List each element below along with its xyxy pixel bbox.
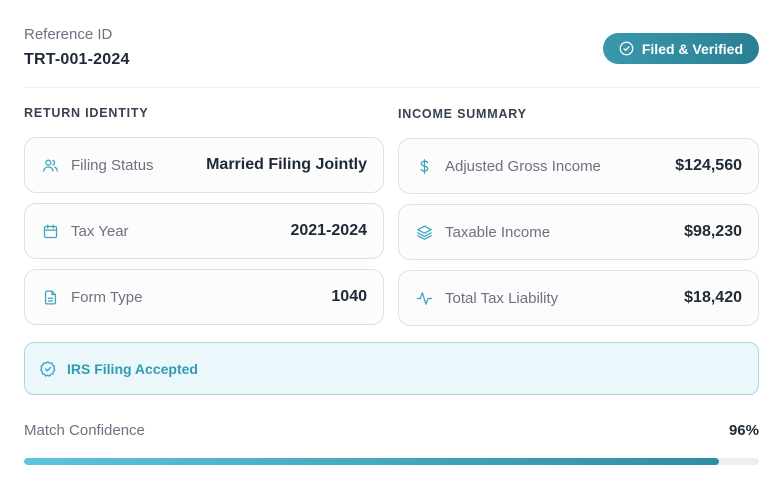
layers-icon bbox=[415, 223, 433, 241]
taxable-income-card: Taxable Income $98,230 bbox=[398, 204, 759, 260]
section-title-return-identity: RETURN IDENTITY bbox=[24, 106, 149, 120]
form-type-value: 1040 bbox=[331, 288, 367, 305]
dollar-icon bbox=[415, 157, 433, 175]
form-type-card: Form Type 1040 bbox=[24, 269, 384, 325]
header-divider bbox=[24, 87, 759, 88]
reference-id-value: TRT-001-2024 bbox=[24, 51, 130, 68]
filing-status-label: Filing Status bbox=[71, 156, 154, 174]
tax-liability-value: $18,420 bbox=[684, 289, 742, 306]
tax-year-label: Tax Year bbox=[71, 222, 129, 240]
calendar-icon bbox=[41, 222, 59, 240]
document-icon bbox=[41, 288, 59, 306]
taxable-income-label: Taxable Income bbox=[445, 223, 551, 241]
tax-year-value: 2021-2024 bbox=[290, 222, 367, 239]
agi-value: $124,560 bbox=[675, 157, 742, 174]
reference-id-label: Reference ID bbox=[24, 26, 113, 43]
tax-liability-card: Total Tax Liability $18,420 bbox=[398, 270, 759, 326]
confidence-progress-fill bbox=[24, 458, 720, 465]
status-badge-label: Filed & Verified bbox=[641, 40, 743, 57]
tax-year-card: Tax Year 2021-2024 bbox=[24, 203, 384, 259]
activity-icon bbox=[415, 289, 433, 307]
match-confidence-value: 96% bbox=[728, 422, 759, 439]
status-badge: Filed & Verified bbox=[602, 33, 759, 64]
taxable-income-value: $98,230 bbox=[684, 223, 742, 240]
irs-status-banner: IRS Filing Accepted bbox=[24, 342, 759, 395]
users-icon bbox=[41, 156, 59, 174]
agi-card: Adjusted Gross Income $124,560 bbox=[398, 138, 759, 194]
form-type-label: Form Type bbox=[71, 288, 143, 306]
match-confidence-label: Match Confidence bbox=[24, 422, 145, 439]
filing-status-card: Filing Status Married Filing Jointly bbox=[24, 137, 384, 193]
agi-label: Adjusted Gross Income bbox=[445, 157, 601, 175]
banner-text: IRS Filing Accepted bbox=[67, 360, 198, 377]
check-circle-icon bbox=[619, 41, 634, 56]
section-title-income-summary: INCOME SUMMARY bbox=[398, 107, 527, 121]
tax-liability-label: Total Tax Liability bbox=[445, 289, 559, 307]
confidence-progress-track bbox=[24, 458, 759, 465]
filing-status-value: Married Filing Jointly bbox=[206, 156, 367, 173]
check-badge-icon bbox=[40, 360, 56, 377]
